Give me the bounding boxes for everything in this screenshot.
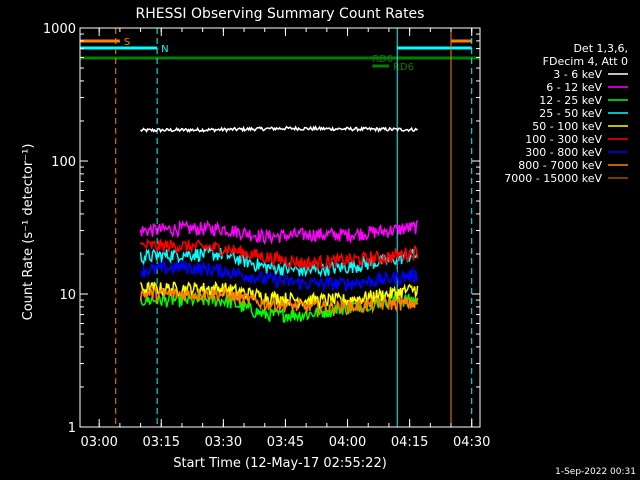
x-tick-label: 04:30 <box>453 435 490 450</box>
x-axis: 03:00 03:15 03:30 03:45 04:00 04:15 04:30 <box>80 28 490 450</box>
series-3-6-kev <box>140 125 418 134</box>
chart-title: RHESSI Observing Summary Count Rates <box>136 6 425 22</box>
x-tick-label: 04:00 <box>329 435 366 450</box>
legend-label: 300 - 800 keV <box>525 146 602 159</box>
legend-label: 800 - 7000 keV <box>518 159 602 172</box>
y-axis: 1 10 100 1000 <box>43 22 480 436</box>
flag-s-label: S <box>124 37 130 48</box>
series-lines <box>139 125 419 323</box>
series-6-12-kev <box>139 219 419 245</box>
vertical-markers <box>79 28 473 427</box>
x-tick-label: 04:15 <box>391 435 428 450</box>
x-axis-label: Start Time (12-May-17 02:55:22) <box>173 456 387 471</box>
series-800-7000-kev <box>139 285 419 316</box>
y-tick-label: 10 <box>59 288 76 303</box>
legend-label: 50 - 100 keV <box>532 120 602 133</box>
flag-rd0-label: RD0 <box>372 54 393 65</box>
x-tick-label: 03:15 <box>143 435 180 450</box>
series-300-800-kev <box>140 259 419 293</box>
legend-header: Det 1,3,6, <box>573 42 628 55</box>
legend-header: FDecim 4, Att 0 <box>543 55 628 68</box>
footer-timestamp: 1-Sep-2022 00:31 <box>555 467 636 477</box>
x-tick-label: 03:30 <box>205 435 242 450</box>
legend-label: 12 - 25 keV <box>539 94 602 107</box>
legend-label: 6 - 12 keV <box>546 81 602 94</box>
flag-n-label: N <box>161 44 168 55</box>
x-tick-label: 03:00 <box>80 435 117 450</box>
y-axis-label: Count Rate (s⁻¹ detector⁻¹) <box>21 144 36 321</box>
series-100-300-kev <box>139 238 419 271</box>
y-tick-label: 1000 <box>43 22 76 37</box>
plot-frame <box>79 27 481 428</box>
legend-label: 25 - 50 keV <box>539 107 602 120</box>
y-tick-label: 100 <box>51 155 76 170</box>
x-tick-label: 03:45 <box>267 435 304 450</box>
legend-label: 3 - 6 keV <box>553 68 602 81</box>
y-tick-label: 1 <box>68 421 76 436</box>
legend-label: 100 - 300 keV <box>525 133 602 146</box>
legend-label: 7000 - 15000 keV <box>504 172 602 185</box>
flag-rd6-label: RD6 <box>393 62 414 73</box>
